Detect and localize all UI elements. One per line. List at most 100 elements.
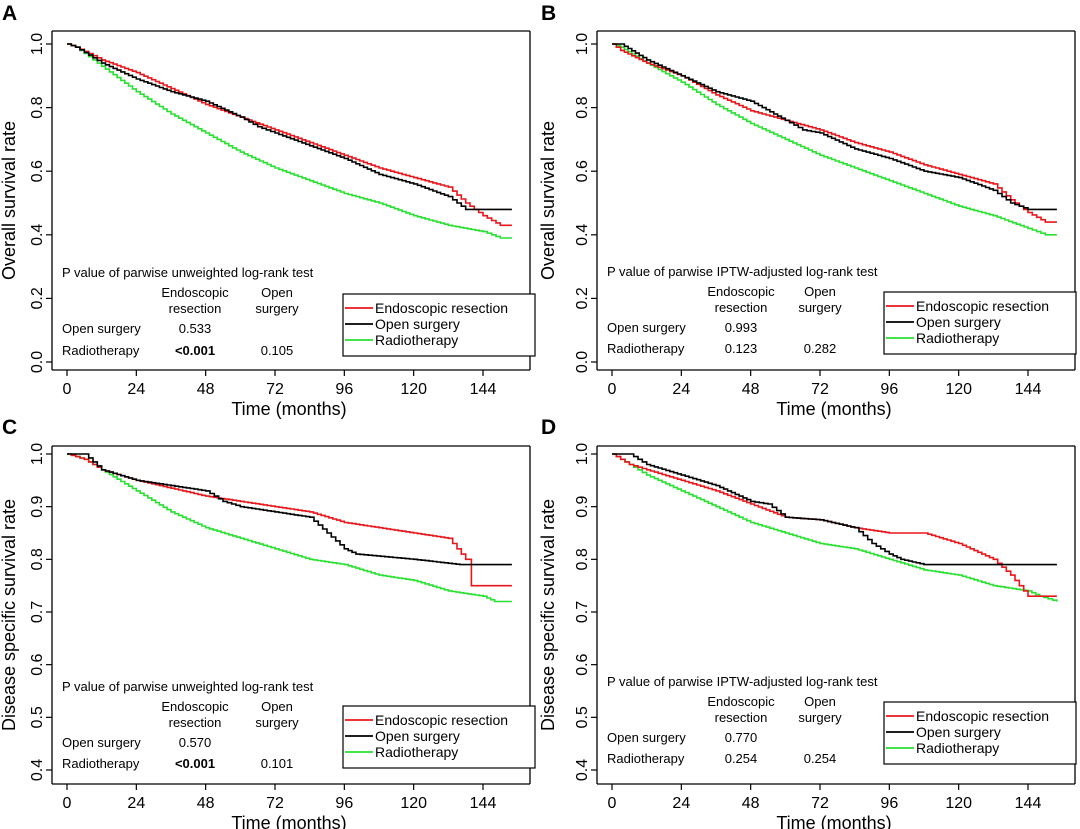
y-tick-label: 0.6 <box>29 160 46 182</box>
survival-curve-endoscopic-resection <box>67 453 512 587</box>
legend-label: Radiotherapy <box>375 332 458 348</box>
y-tick-label: 0.8 <box>574 96 591 118</box>
x-tick-label: 24 <box>127 795 145 812</box>
table-row-label: Radiotherapy <box>62 756 140 771</box>
panel-letter: B <box>541 2 556 25</box>
y-tick-label: 0.0 <box>574 351 591 373</box>
survival-curve-open-surgery <box>67 43 512 211</box>
table-row-label: Open surgery <box>607 730 686 745</box>
x-tick-label: 144 <box>470 795 497 812</box>
x-tick-label: 120 <box>945 381 972 398</box>
x-tick-label: 0 <box>608 795 617 812</box>
y-tick-label: 0.4 <box>574 224 591 246</box>
survival-curve-endoscopic-resection <box>612 43 1057 223</box>
y-tick-label: 0.5 <box>29 706 46 728</box>
p-value-vs-endoscopic: 0.570 <box>179 735 212 750</box>
pvalue-table-title: P value of parwise IPTW-adjusted log-ran… <box>607 264 878 279</box>
survival-curve-radiotherapy <box>612 43 1057 236</box>
panel-letter: D <box>541 416 556 439</box>
table-row-label: Radiotherapy <box>607 341 685 356</box>
y-axis-title: Overall survival rate <box>0 121 19 280</box>
y-tick-label: 1.0 <box>29 443 46 465</box>
x-tick-label: 0 <box>63 381 72 398</box>
y-tick-label: 0.2 <box>574 287 591 309</box>
y-tick-label: 0.4 <box>29 759 46 781</box>
p-value-vs-open: 0.101 <box>261 756 294 771</box>
y-tick-label: 0.6 <box>574 160 591 182</box>
y-tick-label: 1.0 <box>574 33 591 55</box>
x-tick-label: 72 <box>811 381 829 398</box>
y-axis-title: Overall survival rate <box>538 121 558 280</box>
y-tick-label: 0.8 <box>29 548 46 570</box>
legend-label: Open surgery <box>916 314 1001 330</box>
x-tick-label: 72 <box>811 795 829 812</box>
panel-c: C 0 24 48 72 96 120 144 Time (months) 0.4 0.5 0.6 0.… <box>0 416 536 829</box>
panel-letter: A <box>2 2 17 25</box>
x-tick-label: 120 <box>400 381 427 398</box>
x-axis-title: Time (months) <box>231 399 346 419</box>
legend-label: Endoscopic resection <box>916 708 1049 724</box>
x-axis-title: Time (months) <box>231 813 346 829</box>
survival-curve-open-surgery <box>67 453 512 566</box>
col-header-endoscopic: Endoscopic <box>161 285 229 300</box>
p-value-vs-endoscopic: 0.123 <box>725 341 758 356</box>
pvalue-table: P value of parwise unweighted log-rank t… <box>62 265 314 358</box>
pvalue-table-title: P value of parwise unweighted log-rank t… <box>62 679 314 694</box>
y-tick-label: 0.0 <box>29 351 46 373</box>
legend-label: Open surgery <box>916 724 1001 740</box>
survival-curve-radiotherapy <box>612 453 1058 602</box>
col-header-endoscopic: Endoscopic <box>707 284 775 299</box>
y-axis-title: Disease specific survival rate <box>538 499 558 731</box>
x-tick-label: 0 <box>608 381 617 398</box>
y-tick-label: 0.6 <box>29 653 46 675</box>
legend-box <box>883 701 1077 765</box>
x-tick-label: 24 <box>672 795 690 812</box>
col-header-open: Open <box>804 284 836 299</box>
x-tick-label: 24 <box>672 381 690 398</box>
legend-label: Open surgery <box>375 316 460 332</box>
col-header-surgery: surgery <box>255 715 299 730</box>
panel-letter: C <box>2 416 17 439</box>
pvalue-table: P value of parwise IPTW-adjusted log-ran… <box>607 264 878 356</box>
col-header-endoscopic: Endoscopic <box>707 694 775 709</box>
y-tick-label: 0.5 <box>574 706 591 728</box>
table-row-label: Open surgery <box>62 735 141 750</box>
legend-label: Radiotherapy <box>916 740 999 756</box>
pvalue-table-title: P value of parwise IPTW-adjusted log-ran… <box>607 674 878 689</box>
x-tick-label: 120 <box>400 795 427 812</box>
y-tick-label: 0.8 <box>574 548 591 570</box>
y-tick-label: 0.8 <box>29 96 46 118</box>
p-value-vs-open: 0.254 <box>804 751 837 766</box>
x-tick-label: 96 <box>335 795 353 812</box>
col-header-surgery: surgery <box>798 300 842 315</box>
col-header-open: Open <box>804 694 836 709</box>
legend-label: Endoscopic resection <box>375 300 508 316</box>
x-tick-label: 96 <box>880 795 898 812</box>
p-value-vs-endoscopic: 0.533 <box>179 321 212 336</box>
x-axis-title: Time (months) <box>776 813 891 829</box>
legend-box <box>342 705 536 769</box>
p-value-vs-open: 0.282 <box>804 341 837 356</box>
x-tick-label: 144 <box>470 381 497 398</box>
survival-curve-endoscopic-resection <box>612 453 1057 597</box>
col-header-open: Open <box>261 699 293 714</box>
col-header-resection: resection <box>169 301 222 316</box>
table-row-label: Radiotherapy <box>607 751 685 766</box>
legend-label: Open surgery <box>375 728 460 744</box>
y-axis-title: Disease specific survival rate <box>0 499 19 731</box>
legend-box <box>883 291 1077 355</box>
y-tick-label: 1.0 <box>29 33 46 55</box>
table-row-label: Open surgery <box>62 321 141 336</box>
x-tick-label: 72 <box>266 795 284 812</box>
x-tick-label: 24 <box>127 381 145 398</box>
col-header-resection: resection <box>169 715 222 730</box>
p-value-vs-endoscopic: 0.770 <box>725 730 758 745</box>
survival-curve-radiotherapy <box>67 43 512 239</box>
p-value-vs-endoscopic: <0.001 <box>175 756 215 771</box>
table-row-label: Open surgery <box>607 320 686 335</box>
legend-label: Endoscopic resection <box>916 298 1049 314</box>
x-tick-label: 96 <box>335 381 353 398</box>
survival-curve-open-surgery <box>612 43 1057 211</box>
